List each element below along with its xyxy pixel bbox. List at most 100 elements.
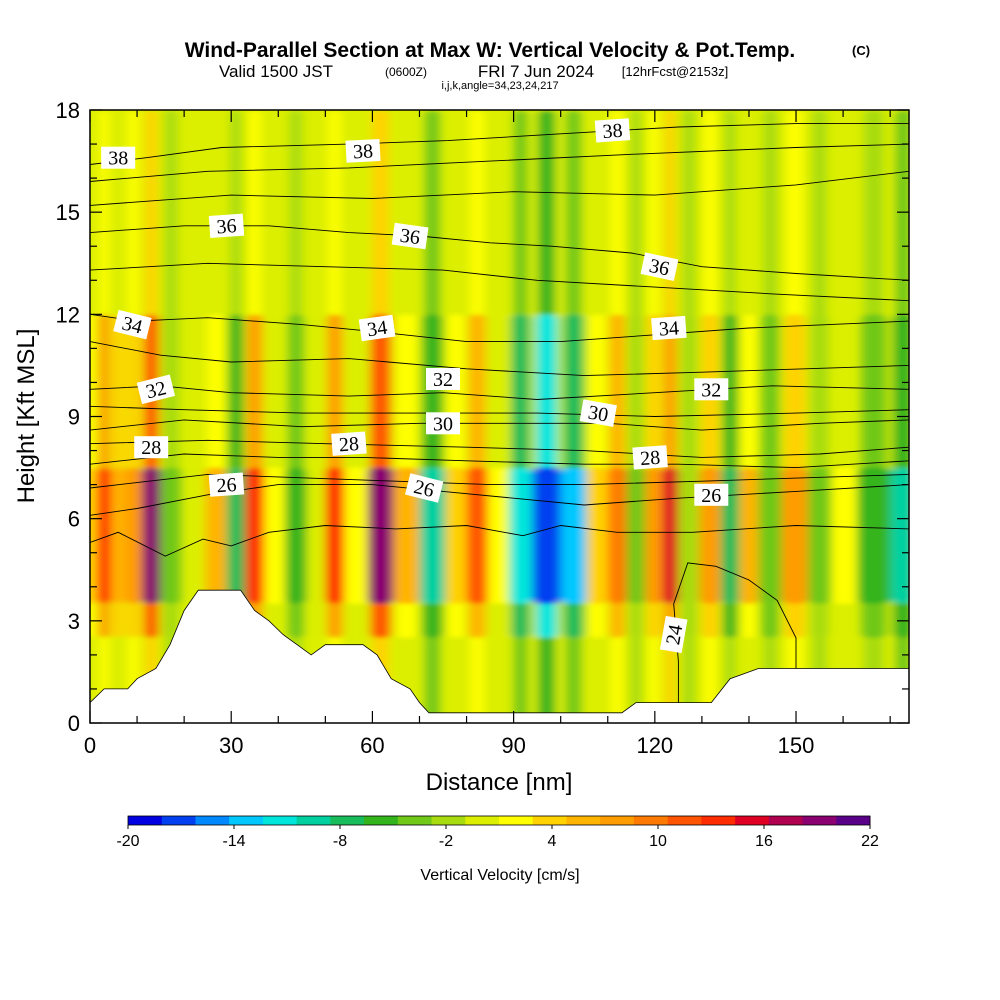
contour-label: 36 [640,252,679,281]
colorbar-swatch [229,816,264,825]
contour-label: 26 [694,483,729,507]
vv-column [781,110,808,723]
colorbar-swatch [633,816,669,825]
colorbar-swatch [532,816,567,825]
contour-label: 38 [345,139,381,163]
colorbar-swatch [364,816,399,825]
colorbar-swatch [296,816,331,825]
colorbar-swatch [499,816,534,825]
theta-contour-line [90,419,909,431]
contour-label: 28 [331,431,367,456]
colorbar-tick-label: 4 [548,833,557,850]
x-axis-label: Distance [nm] [426,769,573,796]
vv-column [367,110,394,723]
y-tick-label: 0 [68,711,80,736]
theta-contour-line [90,262,909,302]
colorbar-swatch [600,816,635,825]
vv-column [264,110,286,723]
valid-date-text: FRI 7 Jun 2024 [478,62,594,81]
x-tick-label: 0 [84,733,96,758]
theta-contour-line [90,170,909,206]
colorbar-swatch [431,816,466,825]
contour-label: 26 [405,473,444,503]
vv-column [125,110,142,723]
valid-utc-text: (0600Z) [385,65,427,79]
contour-label: 30 [426,412,460,435]
theta-contour-line [90,313,909,343]
vv-column [607,110,627,723]
contour-label-text: 26 [216,474,237,497]
contour-label-text: 26 [701,485,721,507]
theta-contour-line [90,143,909,182]
contour-label-text: 32 [433,369,453,391]
colorbar-swatch [735,816,770,825]
x-tick-label: 30 [219,733,243,758]
contour-label-text: 34 [366,317,389,342]
contour-label: 38 [594,118,631,143]
vv-column [285,110,307,723]
theta-contour-line [90,405,909,417]
contour-label: 26 [208,472,245,497]
colorbar-swatch [465,816,500,825]
vv-column [245,110,265,723]
y-axis-label: Height [Kft MSL] [13,329,40,504]
contour-label-text: 36 [399,225,422,250]
contour-label-text: 28 [338,433,359,456]
contour-label: 32 [136,374,176,405]
colorbar-swatch [128,816,163,825]
y-tick-label: 9 [68,405,80,430]
vv-column [699,110,721,723]
vv-column [831,110,858,723]
x-tick-label: 120 [636,733,673,758]
terrain-mask [90,589,909,723]
vv-column [508,110,533,723]
theta-contour-line [90,385,909,400]
colorbar-frame [127,815,871,826]
colorbar-tick-label: -8 [333,833,347,850]
vv-column [344,110,368,723]
title-copyright-mark: (C) [852,43,870,58]
contour-label: 34 [651,315,687,341]
contour-label-text: 28 [639,447,660,470]
vv-column [393,110,420,723]
colorbar-tick-label: -20 [116,833,139,850]
contour-label-text: 38 [108,148,128,170]
vv-column [97,110,112,723]
colorbar-tick-label: -14 [222,833,245,850]
contour-label-text: 30 [586,402,610,427]
vv-column [560,110,587,723]
vv-column [890,110,909,723]
contour-label: 38 [101,146,136,170]
colorbar-swatch [836,816,871,825]
contour-label-text: 28 [141,437,161,459]
contour-label-text: 24 [662,623,687,647]
forecast-info-text: [12hrFcst@2153z] [622,64,728,79]
contour-label-text: 36 [216,215,237,238]
colorbar-tick-label: 16 [755,833,773,850]
contour-label-text: 30 [433,413,453,435]
colorbar-swatch [330,816,365,825]
valid-time-text: Valid 1500 JST [219,62,333,81]
colorbar-label: Vertical Velocity [cm/s] [420,867,579,884]
contour-label: 32 [426,368,460,391]
contour-label-text: 38 [352,140,373,163]
chart-title-block: Wind-Parallel Section at Max W: Vertical… [185,39,870,92]
contour-label: 36 [208,213,245,238]
colorbar-swatch [802,816,837,825]
colorbar-swatch [397,816,433,825]
contour-label-text: 36 [647,255,671,281]
contour-label: 30 [579,399,617,427]
contour-label: 24 [659,615,688,654]
colorbar-swatch [768,816,804,825]
colorbar-tick-label: 10 [649,833,667,850]
contour-label: 28 [632,445,668,470]
vv-column [739,110,759,723]
colorbar-tick-label: -2 [439,833,453,850]
colorbar-swatch [667,816,702,825]
colorbar-swatch [262,816,298,825]
colorbar-swatch [701,816,736,825]
contour-label: 34 [358,314,396,342]
contour-label: 34 [113,309,152,340]
